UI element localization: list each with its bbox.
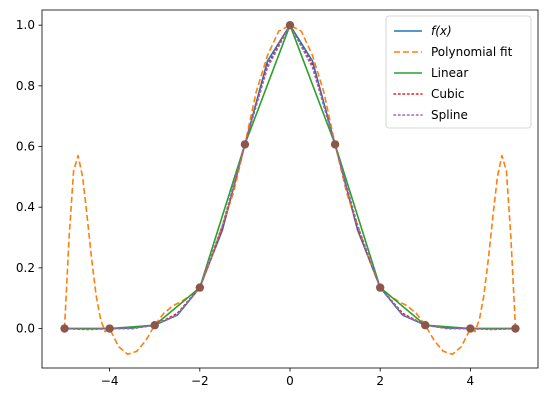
data-point	[60, 324, 69, 333]
legend-label-cubic: Cubic	[431, 87, 465, 101]
x-axis-ticks: −4 −2 0 2 4	[101, 368, 474, 388]
y-tick-label: 0.0	[16, 322, 35, 336]
x-tick-label: −2	[191, 374, 209, 388]
x-tick-label: −4	[101, 374, 119, 388]
data-point	[285, 20, 295, 30]
data-point	[105, 324, 114, 333]
data-point	[330, 140, 340, 149]
data-point	[466, 324, 475, 333]
y-tick-label: 0.4	[16, 200, 35, 214]
y-tick-label: 0.8	[16, 79, 35, 93]
interpolation-nodes	[60, 20, 520, 333]
data-point	[421, 321, 430, 330]
data-point	[195, 283, 205, 292]
legend: f(x) Polynomial fit Linear Cubic Spline	[385, 15, 532, 129]
y-tick-label: 0.6	[16, 140, 35, 154]
legend-label-f-x: f(x)	[431, 24, 452, 38]
legend-label-polynomial-fit: Polynomial fit	[431, 45, 513, 59]
data-point	[375, 283, 385, 292]
x-tick-label: 2	[376, 374, 384, 388]
data-point	[150, 321, 159, 330]
plot-area	[60, 20, 520, 356]
x-tick-label: 4	[467, 374, 475, 388]
legend-label-spline: Spline	[431, 108, 468, 122]
y-axis-ticks: 0.0 0.2 0.4 0.6 0.8 1.0	[16, 18, 42, 336]
x-tick-label: 0	[286, 374, 294, 388]
legend-box	[385, 15, 532, 129]
y-tick-label: 0.2	[16, 261, 35, 275]
data-point	[240, 140, 250, 149]
data-point	[511, 324, 520, 333]
legend-label-linear: Linear	[431, 66, 468, 80]
y-tick-label: 1.0	[16, 18, 35, 32]
